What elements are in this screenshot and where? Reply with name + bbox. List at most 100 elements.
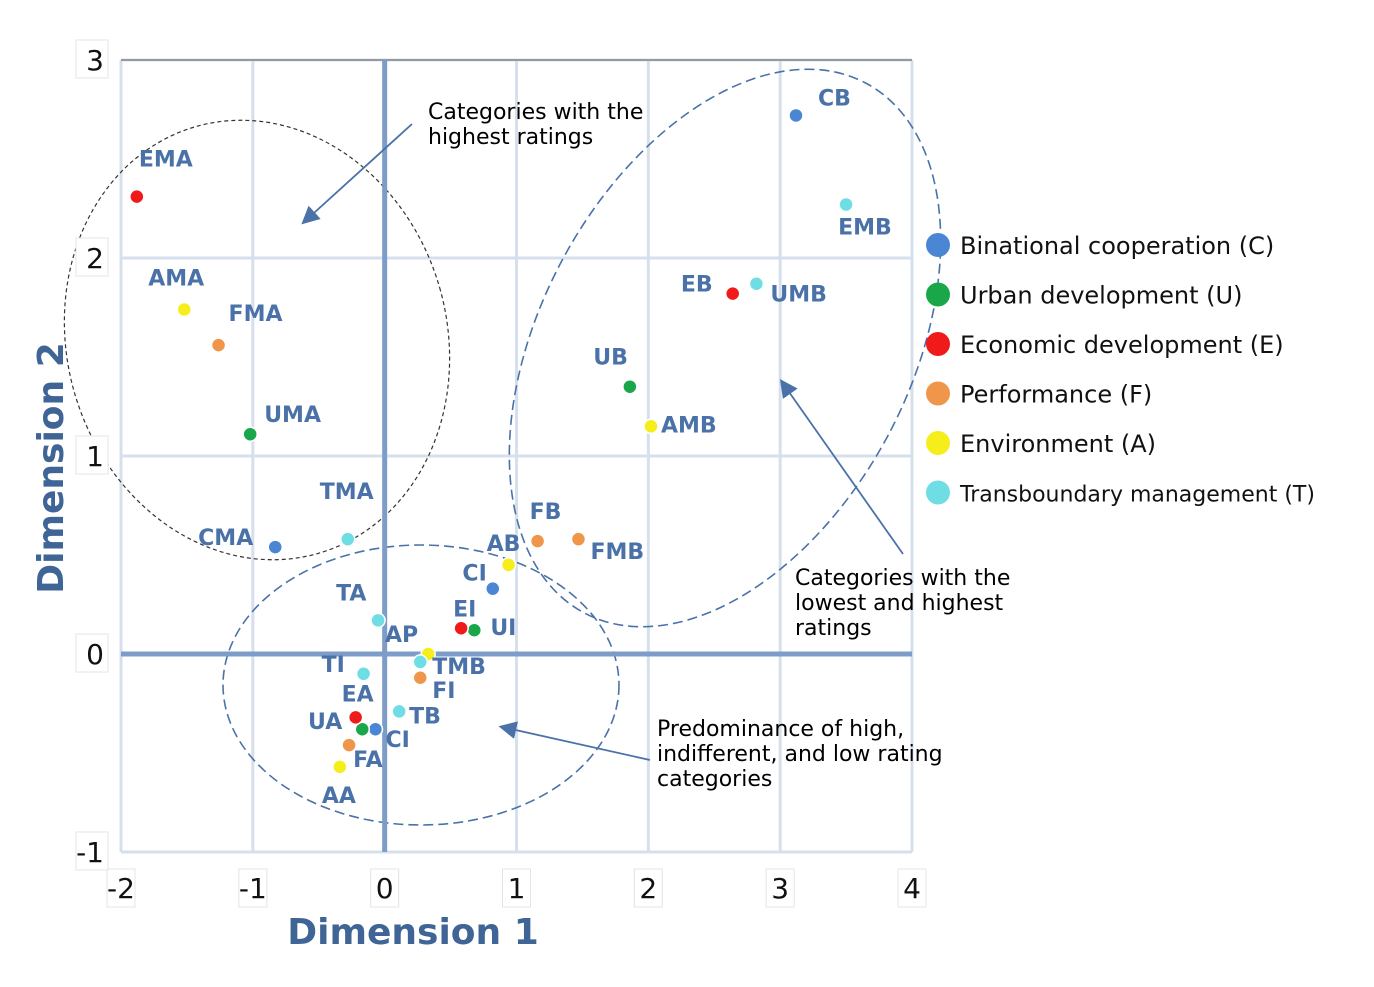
point-label-ema: EMA — [139, 148, 193, 173]
data-point-emb — [838, 196, 854, 213]
y-tick-label: 1 — [86, 440, 104, 473]
y-tick-box — [75, 39, 109, 79]
annotations: Categories with the highest ratingsCatego… — [301, 100, 1010, 792]
point-label-fi: FI — [432, 679, 455, 704]
point-label-ta: TA — [336, 581, 366, 606]
point-label-emb: EMB — [838, 216, 892, 241]
y-tick-label: 3 — [86, 44, 104, 77]
data-point-ti — [355, 666, 372, 682]
point-label-amb: AMB — [661, 413, 717, 438]
legend-marker — [926, 282, 950, 307]
legend-label: Transboundary management (T) — [959, 483, 1315, 508]
ellipse-mixed-ratings — [222, 544, 620, 826]
x-tick-label: 4 — [903, 872, 921, 905]
point-label-cma: CMA — [198, 526, 253, 551]
x-tick-label: -2 — [107, 872, 135, 905]
annotation-line: lowest and highest — [795, 591, 1004, 616]
x-tick-box — [765, 868, 795, 908]
annotation-line: ratings — [795, 616, 872, 641]
ellipse-highest-ratings — [63, 119, 451, 561]
annotation-arrow-highest — [301, 123, 413, 225]
data-point-fb — [529, 533, 546, 549]
point-label-ab: AB — [487, 532, 521, 557]
point-label-uma: UMA — [264, 403, 321, 428]
data-point-ei — [453, 620, 469, 637]
annotation-arrow-mixed — [498, 721, 651, 761]
point-label-ci: CI — [385, 728, 409, 753]
point-labels: CB CMA CI CI UMA UB UI UA EMA EB EI EA FMA FB FMB FI FA A… — [139, 86, 892, 808]
data-points — [129, 107, 854, 775]
x-tick-box — [897, 868, 927, 908]
annotation-highest: Categories with the highest ratings — [428, 100, 643, 150]
data-point-tma — [340, 531, 356, 547]
data-point-tb — [391, 703, 407, 720]
x-tick-box — [106, 868, 136, 908]
annotation-line: Categories with the — [428, 100, 643, 125]
point-label-ama: AMA — [148, 266, 204, 291]
point-label-ea: EA — [342, 682, 374, 707]
point-label-fb: FB — [530, 500, 562, 525]
y-tick-box — [75, 435, 109, 475]
legend-label: Performance (F) — [960, 381, 1152, 409]
data-point-ci — [485, 580, 501, 597]
data-point-fa — [341, 737, 357, 753]
point-label-cb: CB — [818, 86, 851, 111]
point-label-ci: CI — [462, 562, 486, 587]
x-tick-box — [370, 868, 400, 908]
annotation-line: Categories with the — [795, 566, 1010, 591]
data-point-ta — [370, 612, 386, 629]
point-label-ei: EI — [453, 597, 476, 622]
x-tick-box — [633, 868, 663, 908]
data-point-ui — [466, 622, 483, 638]
y-tick-label: -1 — [76, 836, 104, 869]
annotation-line: categories — [657, 767, 772, 792]
annotation-line: Predominance of high, — [657, 717, 904, 742]
data-point-aa — [332, 759, 348, 775]
data-point-fma — [210, 337, 227, 353]
point-label-tma: TMA — [320, 480, 374, 505]
data-point-ab — [500, 557, 517, 573]
x-tick-label: 1 — [508, 872, 526, 905]
legend-marker — [926, 480, 950, 505]
point-label-ub: UB — [593, 346, 628, 371]
legend-marker — [926, 381, 950, 406]
x-tick-box — [502, 868, 531, 908]
cluster-ellipses — [63, 68, 942, 826]
point-label-aa: AA — [322, 784, 356, 809]
data-point-ub — [622, 378, 638, 395]
data-point-fmb — [570, 531, 587, 547]
y-tick-box — [75, 633, 109, 673]
axes — [121, 60, 912, 852]
legend-label: Urban development (U) — [960, 282, 1242, 310]
x-axis-title: Dimension 1 — [287, 912, 539, 953]
point-label-eb: EB — [681, 273, 713, 298]
point-label-fmb: FMB — [590, 540, 644, 565]
point-label-ua: UA — [308, 710, 342, 735]
legend-label: Economic development (E) — [960, 331, 1284, 359]
legend-label: Environment (A) — [960, 430, 1156, 458]
data-point-uma — [242, 426, 258, 442]
x-tick-label: 0 — [376, 872, 394, 905]
point-label-fa: FA — [353, 748, 383, 773]
x-tick-label: 2 — [639, 872, 657, 905]
data-point-eb — [724, 285, 741, 302]
point-label-tmb: TMB — [432, 655, 486, 680]
annotation-arrow-lowest_highest — [779, 379, 904, 555]
annotation-mixed: Predominance of high, indifferent, and lo… — [657, 717, 943, 792]
point-label-umb: UMB — [770, 283, 827, 308]
point-label-ap: AP — [385, 623, 418, 648]
point-label-tb: TB — [409, 704, 441, 729]
x-tick-label: -1 — [239, 872, 267, 905]
y-axis-title: Dimension 2 — [31, 342, 72, 594]
legend: Binational cooperation (C) Urban developm… — [926, 232, 1315, 508]
y-tick-label: 2 — [86, 242, 104, 275]
annotation-lowest_highest: Categories with the lowest and highest rat… — [795, 566, 1010, 641]
data-point-tmb — [412, 654, 429, 670]
data-point-fi — [412, 670, 429, 686]
data-point-ea — [347, 709, 364, 726]
y-tick-box — [75, 831, 109, 871]
annotation-line: highest ratings — [428, 125, 593, 150]
data-point-ema — [129, 188, 145, 205]
